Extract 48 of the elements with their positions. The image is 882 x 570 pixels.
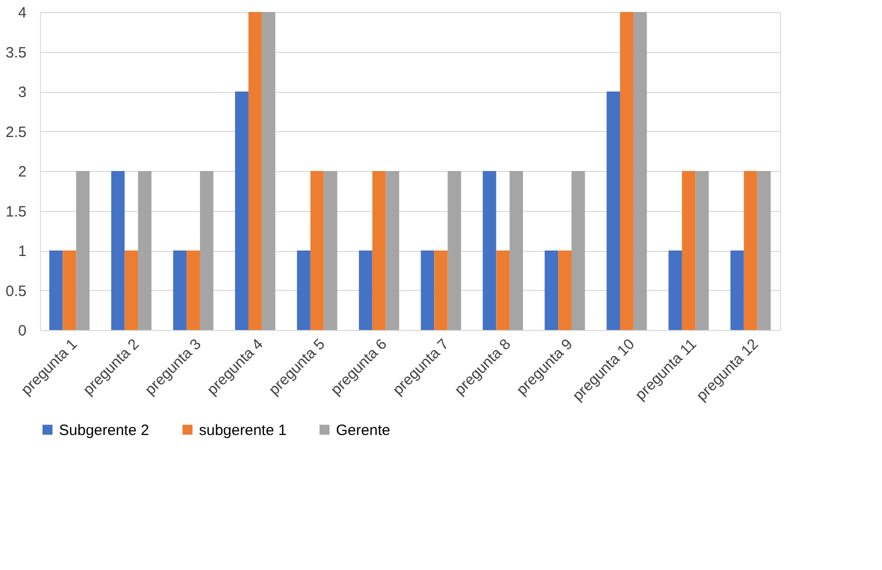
legend-label: subgerente 1 (199, 422, 287, 439)
bar (633, 12, 647, 330)
y-tick-label: 3 (18, 84, 26, 101)
y-tick-label: 0 (18, 322, 26, 340)
bar (173, 250, 187, 330)
bar (496, 250, 510, 330)
bar (544, 250, 558, 330)
bar (510, 171, 524, 330)
bar (124, 250, 138, 330)
bar (111, 171, 125, 330)
bar (372, 171, 386, 330)
bar (49, 250, 63, 330)
bar (324, 171, 338, 330)
bar (668, 250, 682, 330)
bar (606, 92, 620, 330)
y-tick-label: 2.5 (6, 124, 26, 141)
bar (572, 171, 585, 330)
bar (138, 171, 152, 330)
bar (248, 12, 262, 330)
y-tick-label: 2 (18, 164, 26, 180)
bar (757, 171, 771, 330)
y-tick-label: 4 (18, 4, 26, 22)
bar (358, 250, 372, 330)
bar (200, 171, 214, 330)
bar (420, 250, 434, 330)
bar (310, 171, 324, 330)
bar (730, 250, 744, 330)
legend-label: Subgerente 2 (59, 422, 150, 439)
y-tick-label: 3.5 (6, 44, 26, 62)
bar (186, 250, 200, 330)
bar (558, 250, 572, 330)
bar (682, 171, 696, 330)
legend-label: Gerente (336, 422, 390, 439)
bar (235, 92, 248, 330)
y-tick-label: 1 (18, 243, 26, 260)
bar (448, 171, 462, 330)
bar (695, 171, 709, 330)
bar (620, 12, 634, 330)
bar (76, 171, 90, 330)
y-tick-label: 1.5 (6, 203, 26, 220)
bar (434, 250, 448, 330)
bar (296, 250, 310, 330)
y-tick-label: 0.5 (6, 282, 26, 300)
bar (482, 171, 496, 330)
bar (744, 171, 758, 330)
bar (386, 171, 400, 330)
bar (62, 250, 76, 330)
bar (262, 12, 276, 330)
